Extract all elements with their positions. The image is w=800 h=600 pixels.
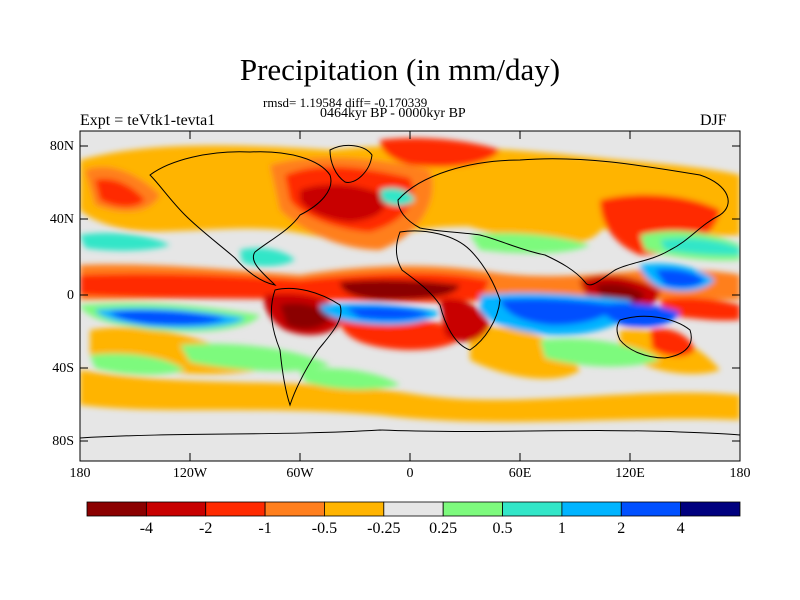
y-tick-label-0: 0 (67, 288, 74, 303)
sh-green-band-1 (180, 343, 330, 372)
x-tick-label-120w: 120W (172, 466, 208, 481)
sh-green-band-4 (90, 353, 185, 375)
y-tick-label-80n: 80N (49, 139, 74, 154)
colorbar-label: -2 (199, 520, 213, 537)
coast-africa (396, 230, 501, 351)
pacific-red-tongue (660, 297, 740, 321)
tropical-atlantic-darkred (340, 279, 460, 300)
stats-subtitle: rmsd= 1.19584 diff= -0.170339 (263, 95, 428, 110)
pacific-nh-cyan (80, 233, 170, 251)
x-tick-label-180e: 180 (729, 466, 751, 481)
season-label: DJF (700, 112, 727, 129)
arctic-red (380, 138, 500, 167)
colorbar-label: 0.25 (429, 520, 458, 537)
sh-orange-band (80, 370, 740, 422)
sh-green-band-2 (540, 338, 660, 367)
axis-ticks (79, 131, 741, 461)
coast-australia (616, 315, 692, 359)
x-tick-label-60e: 60E (508, 466, 532, 481)
figure-title: Precipitation (in mm/day) (239, 52, 561, 87)
north-america-cyan (240, 248, 295, 267)
coast-greenland (329, 144, 373, 183)
north-pacific-red (95, 178, 145, 207)
coast-antarctica (80, 429, 740, 439)
colorbar-swatch (205, 501, 266, 517)
y-tick-label-80s: 80S (52, 434, 74, 449)
colorbar-swatch (680, 501, 741, 517)
atlantic-nh-green (470, 233, 590, 254)
east-australia-red (650, 328, 695, 357)
x-tick-label-60w: 60W (286, 466, 314, 481)
indian-ocean-blue (500, 298, 615, 326)
colorbar-label: -0.25 (367, 520, 401, 537)
kuroshio-cyan (660, 237, 740, 256)
south-atlantic-red (340, 316, 470, 350)
colorbar-label: -1 (258, 520, 272, 537)
coast-south-america (270, 287, 342, 407)
colorbar-swatch (383, 501, 444, 517)
x-tick-label-120e: 120E (615, 466, 645, 481)
sh-green-band-3 (300, 368, 400, 390)
colorbar-swatch (442, 501, 503, 517)
x-tick-label-0: 0 (406, 466, 414, 481)
africa-red (440, 298, 490, 342)
colorbar-label: 0.5 (492, 520, 513, 537)
colorbar-label: -4 (139, 520, 154, 537)
sh-pacific-blue (110, 310, 225, 325)
west-pacific-blue (655, 269, 705, 288)
colorbar-swatch (502, 501, 563, 517)
colorbar-swatch (324, 501, 385, 517)
coastlines (80, 144, 740, 439)
south-america-darkred (280, 303, 330, 330)
north-atlantic-darkred (300, 184, 386, 222)
precip-field (80, 131, 740, 461)
experiment-label: Expt = teVtk1-tevta1 (80, 112, 216, 129)
y-tick-label-40s: 40S (52, 361, 74, 376)
colorbar-swatch (86, 501, 147, 517)
colorbar-swatch (561, 501, 622, 517)
y-tick-label-40n: 40N (49, 212, 74, 227)
coast-north-america (149, 151, 332, 286)
south-atlantic-blue (345, 306, 430, 321)
colorbar-label: 2 (617, 520, 626, 537)
colorbar-label: -0.5 (311, 520, 338, 537)
sh-orange-patch-indian (470, 327, 580, 379)
coast-europe-asia (397, 158, 729, 286)
colorbar-swatch (264, 501, 325, 517)
colorbar-swatch (620, 501, 682, 517)
colorbar-label: 4 (676, 520, 685, 537)
colorbar-swatch (145, 501, 207, 517)
colorbar-label: 1 (557, 520, 566, 537)
colorbar (86, 501, 741, 517)
x-tick-label-180w: 180 (69, 466, 91, 481)
period-subtitle: 0464kyr BP - 0000kyr BP (320, 106, 466, 121)
australia-blue (600, 302, 680, 328)
eurasia-orange (430, 175, 608, 245)
